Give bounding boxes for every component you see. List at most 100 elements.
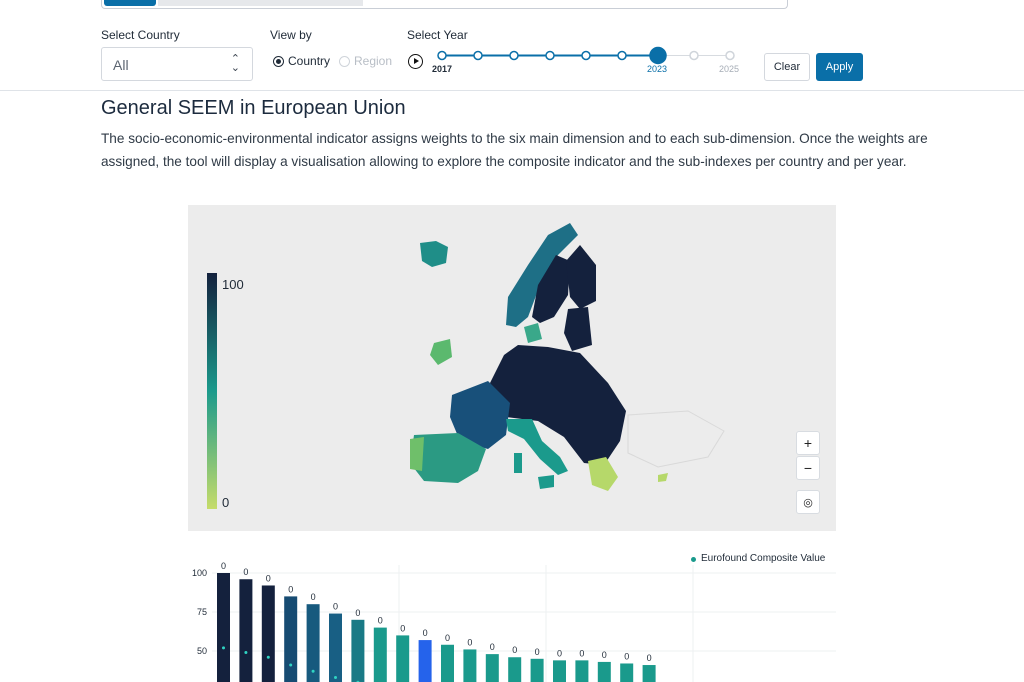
bar-value-label: 0	[378, 616, 383, 626]
legend-label: Eurofound Composite Value	[701, 553, 826, 564]
legend-marker	[691, 557, 696, 562]
clear-button[interactable]: Clear	[764, 53, 810, 81]
radio-region-label: Region	[354, 54, 393, 68]
composite-point[interactable]	[244, 651, 248, 655]
bar[interactable]	[239, 579, 253, 682]
composite-point[interactable]	[289, 663, 293, 667]
apply-button[interactable]: Apply	[816, 53, 863, 81]
region-sardinia	[514, 453, 522, 473]
bar[interactable]	[306, 604, 320, 682]
bar[interactable]	[508, 657, 522, 682]
bar-value-label: 0	[311, 592, 316, 602]
year-start-label: 2017	[432, 64, 453, 74]
bar[interactable]	[597, 661, 611, 682]
country-select[interactable]: All ⌃ ⌄	[101, 47, 253, 81]
bar-chart: 100 75 50 0 0 0 0 0 0 0 0 0 0 0 0 0 0 0 0 0 0 0 0	[192, 561, 836, 682]
scale-max-label: 100	[222, 277, 244, 292]
year-step-2018[interactable]	[473, 50, 483, 61]
year-step-2020[interactable]	[545, 50, 555, 61]
bar[interactable]	[418, 640, 432, 682]
bar-value-label: 0	[624, 651, 629, 661]
bar[interactable]	[485, 654, 499, 682]
play-icon[interactable]	[408, 54, 423, 69]
bar[interactable]	[284, 596, 298, 682]
bar-value-label: 0	[243, 567, 248, 577]
tab-active[interactable]	[104, 0, 156, 6]
choropleth-map[interactable]: 100 0	[188, 205, 836, 531]
bar[interactable]	[351, 619, 365, 682]
bar-value-label: 0	[557, 648, 562, 658]
year-step-2024[interactable]	[689, 50, 699, 61]
bar[interactable]	[329, 613, 342, 682]
region-sweden	[532, 255, 570, 323]
year-step-2019[interactable]	[509, 50, 519, 61]
region-greece	[588, 457, 618, 491]
y-tick-label: 75	[197, 607, 207, 617]
bar[interactable]	[463, 649, 477, 682]
year-step-2023[interactable]	[649, 46, 667, 65]
year-step-2021[interactable]	[581, 50, 591, 61]
radio-country-label: Country	[288, 54, 331, 68]
bar-value-label: 0	[221, 561, 226, 571]
year-selected-label: 2023	[647, 64, 668, 74]
bar-value-label: 0	[535, 647, 540, 657]
year-slider[interactable]	[430, 44, 750, 78]
tab-secondary[interactable]	[158, 0, 363, 6]
bar[interactable]	[530, 658, 544, 682]
bar-value-label: 0	[423, 628, 428, 638]
region-denmark	[524, 323, 542, 343]
bar-value-label: 0	[400, 623, 405, 633]
composite-point[interactable]	[222, 646, 225, 650]
composite-point[interactable]	[311, 669, 315, 673]
bar-value-label: 0	[288, 584, 293, 594]
page-description: The socio-economic-environmental indicat…	[101, 131, 928, 169]
region-ireland	[430, 339, 452, 365]
region-iceland	[420, 241, 448, 267]
bar-value-label: 0	[333, 602, 338, 612]
chevron-updown-icon: ⌃ ⌄	[230, 53, 240, 74]
zoom-out-button[interactable]: −	[796, 456, 820, 480]
region-france	[450, 381, 510, 449]
bar-value-label: 0	[512, 645, 517, 655]
region-baltic	[564, 307, 592, 351]
radio-country[interactable]: Country	[273, 54, 330, 68]
bar[interactable]	[261, 585, 275, 682]
color-scale-bar	[207, 273, 217, 509]
bar[interactable]	[373, 627, 387, 682]
select-year-label: Select Year	[407, 28, 468, 42]
bar-value-label: 0	[445, 633, 450, 643]
bar[interactable]	[575, 660, 589, 682]
radio-dot-icon	[273, 55, 284, 67]
zoom-in-button[interactable]: +	[796, 431, 820, 455]
bar-value-label: 0	[266, 573, 271, 583]
bar[interactable]	[620, 663, 634, 682]
region-finland	[566, 245, 596, 309]
bar[interactable]	[396, 635, 410, 682]
filter-bar: Select Country All ⌃ ⌄ View by Country Re…	[0, 0, 1024, 91]
bar[interactable]	[553, 660, 566, 682]
scale-min-label: 0	[222, 495, 230, 510]
year-step-2025[interactable]	[725, 50, 735, 61]
reset-view-button[interactable]: ◎	[796, 490, 820, 514]
region-italy	[506, 419, 568, 475]
top-tab-strip	[101, 0, 788, 9]
region-portugal	[410, 437, 424, 471]
year-step-2022[interactable]	[617, 50, 627, 61]
focus-icon: ◎	[803, 496, 813, 509]
y-tick-label: 100	[192, 568, 207, 578]
bar-value-label: 0	[602, 650, 607, 660]
year-step-2017[interactable]	[437, 50, 447, 61]
bar[interactable]	[217, 573, 230, 682]
select-country-label: Select Country	[101, 28, 180, 42]
radio-region[interactable]: Region	[339, 54, 392, 68]
bar[interactable]	[642, 665, 656, 682]
bar[interactable]	[441, 644, 454, 682]
region-non-eu-outline	[627, 410, 725, 468]
country-select-value: All	[113, 57, 129, 73]
bar-value-label: 0	[467, 637, 472, 647]
view-by-label: View by	[270, 28, 312, 42]
composite-point[interactable]	[266, 655, 270, 659]
bar-value-label: 0	[355, 608, 360, 618]
region-iberia	[410, 433, 486, 483]
composite-point[interactable]	[334, 676, 337, 680]
